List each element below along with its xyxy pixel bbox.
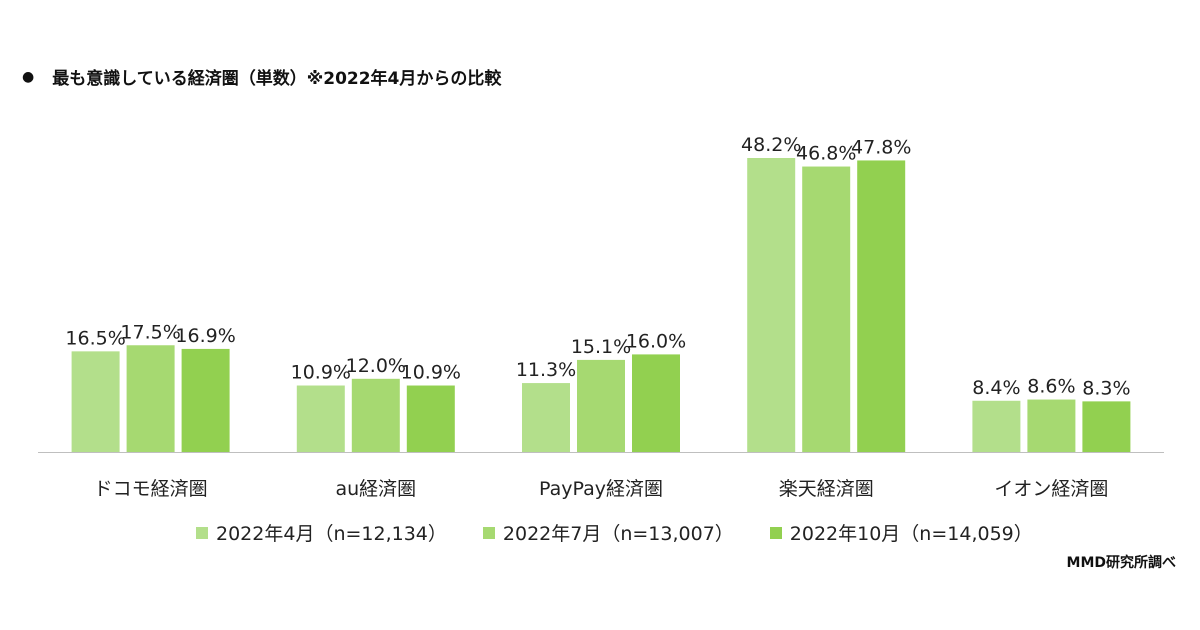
category-label: au経済圏 xyxy=(335,478,416,500)
data-label: 8.4% xyxy=(972,377,1020,399)
bar xyxy=(406,385,455,452)
data-label: 47.8% xyxy=(851,136,911,158)
bar xyxy=(296,385,345,452)
chart-title: 最も意識している経済圏（単数）※2022年4月からの比較 xyxy=(52,69,502,89)
bar xyxy=(522,383,570,452)
data-label: 16.9% xyxy=(175,325,235,347)
data-label: 46.8% xyxy=(796,143,856,165)
legend-label-apr: 2022年4月（n=12,134） xyxy=(216,523,447,545)
legend-label-jul: 2022年7月（n=13,007） xyxy=(502,523,734,545)
data-label: 8.6% xyxy=(1027,376,1075,398)
data-label: 10.9% xyxy=(291,362,351,384)
bar xyxy=(577,359,625,452)
legend-label-oct: 2022年10月（n=14,059） xyxy=(789,523,1033,545)
bar xyxy=(857,160,906,453)
category-label: イオン経済圏 xyxy=(994,478,1108,500)
bar xyxy=(181,348,230,452)
category-label: 楽天経済圏 xyxy=(779,478,874,500)
data-label: 15.1% xyxy=(571,336,631,358)
data-label: 16.5% xyxy=(65,327,125,349)
legend-swatch-jul xyxy=(482,526,495,539)
bar xyxy=(71,351,120,452)
title-bullet: ● xyxy=(22,68,35,85)
data-label: 11.3% xyxy=(516,359,576,381)
category-label: PayPay経済圏 xyxy=(539,478,663,500)
legend-swatch-oct xyxy=(769,526,782,539)
source-credit: MMD研究所調べ xyxy=(1066,555,1176,571)
bar xyxy=(1082,401,1131,452)
bar xyxy=(802,166,851,452)
category-label: ドコモ経済圏 xyxy=(94,478,208,500)
bar xyxy=(351,378,400,452)
bar xyxy=(632,354,680,452)
chart-title-row: ● 最も意識している経済圏（単数）※2022年4月からの比較 xyxy=(22,64,502,90)
bar xyxy=(126,345,175,452)
legend: 2022年4月（n=12,134） 2022年7月（n=13,007） 2022… xyxy=(196,519,1033,546)
bar xyxy=(1027,399,1076,452)
data-label: 8.3% xyxy=(1082,377,1130,399)
legend-item-apr: 2022年4月（n=12,134） xyxy=(196,519,447,546)
legend-item-jul: 2022年7月（n=13,007） xyxy=(482,519,734,546)
data-label: 17.5% xyxy=(120,321,180,343)
legend-item-oct: 2022年10月（n=14,059） xyxy=(769,519,1033,546)
bar xyxy=(972,400,1021,452)
bar xyxy=(747,158,796,452)
data-label: 12.0% xyxy=(346,355,406,377)
legend-swatch-apr xyxy=(196,526,208,539)
data-label: 16.0% xyxy=(626,330,686,352)
data-label: 10.9% xyxy=(401,362,461,384)
data-label: 48.2% xyxy=(741,134,801,156)
